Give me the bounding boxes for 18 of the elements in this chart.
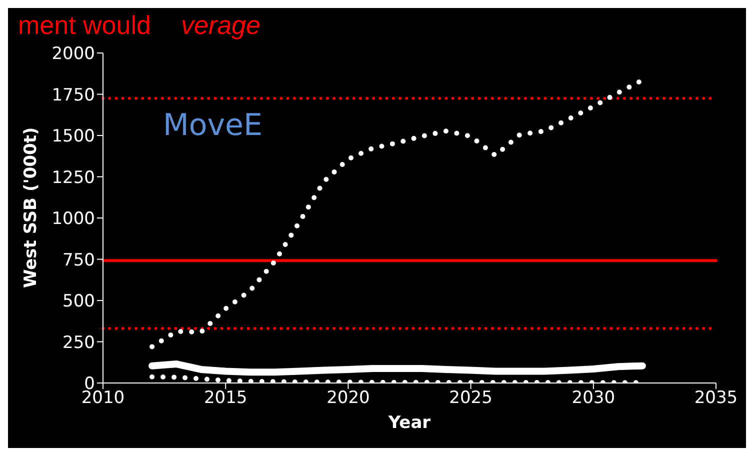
text: verage: [180, 10, 260, 41]
x-tick-label: 2030: [572, 388, 616, 408]
x-tick-label: 2015: [204, 388, 248, 408]
x-tick-label: 2035: [694, 388, 738, 408]
x-tick-label: 2025: [449, 388, 492, 408]
y-tick-label: 750: [62, 250, 95, 270]
annotation: MoveE: [163, 108, 262, 143]
y-tick-label: 1000: [52, 209, 95, 230]
y-tick-label: 1750: [52, 85, 95, 106]
y-tick-label: 500: [62, 292, 95, 312]
y-tick-label: 1250: [52, 168, 95, 188]
y-tick-label: 1500: [52, 126, 95, 147]
text: ment would: [18, 10, 151, 41]
x-axis-title: Year: [387, 413, 432, 433]
x-tick-label: 2020: [326, 388, 370, 408]
y-axis-title: West SSB ('000t): [21, 127, 42, 288]
y-tick-label: 250: [62, 332, 95, 353]
y-tick-label: 2000: [52, 44, 95, 64]
